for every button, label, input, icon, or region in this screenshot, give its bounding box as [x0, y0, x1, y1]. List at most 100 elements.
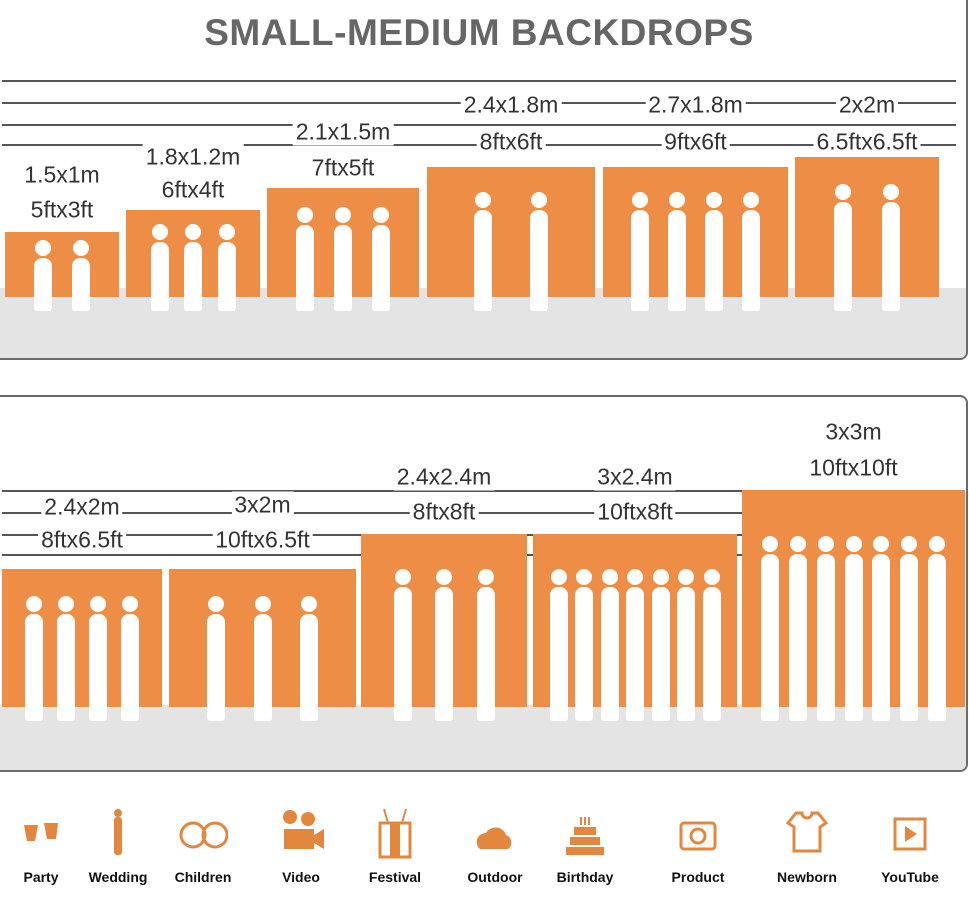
size-metric: 2.4x2m: [41, 493, 123, 521]
size-metric: 2.7x1.8m: [645, 91, 746, 119]
person-silhouette: [474, 209, 492, 311]
person-silhouette-head: [477, 569, 494, 586]
cloud-icon: [476, 827, 512, 849]
person-silhouette: [844, 554, 863, 721]
person-silhouette: [834, 202, 852, 311]
person-silhouette-head: [669, 191, 685, 208]
use-wedding: Wedding: [78, 805, 158, 885]
person-silhouette-head: [73, 240, 89, 257]
person-silhouette: [668, 209, 686, 311]
person-silhouette: [702, 587, 721, 721]
person-silhouette-head: [789, 536, 806, 553]
top-panel: SMALL-MEDIUM BACKDROPS 1.5x1m 5ftx3ft 1.8x…: [0, 0, 968, 360]
size-imperial: 7ftx5ft: [308, 154, 378, 182]
onesie-icon: [785, 811, 829, 853]
person-silhouette-head: [901, 536, 918, 553]
person-silhouette-head: [678, 569, 694, 586]
use-label: Children: [174, 869, 232, 885]
person-silhouette: [677, 587, 695, 721]
person-silhouette-head: [475, 191, 491, 208]
use-label: Party: [23, 869, 59, 885]
person-silhouette: [57, 613, 75, 721]
champagne-glasses-icon: [24, 823, 58, 855]
person-silhouette-head: [436, 569, 452, 586]
size-metric: 2.1x1.5m: [292, 118, 394, 146]
person-silhouette: [121, 613, 139, 721]
person-silhouette-head: [90, 595, 106, 612]
person-silhouette: [600, 587, 619, 721]
person-silhouette-head: [151, 223, 168, 240]
person-silhouette-head: [873, 536, 890, 553]
person-silhouette-head: [601, 569, 618, 586]
backdrop-board: [5, 232, 119, 297]
person-silhouette-head: [185, 223, 201, 240]
use-party: Party: [1, 805, 81, 885]
size-metric: 3x3m: [822, 418, 885, 446]
use-label: Festival: [368, 869, 422, 885]
size-metric: 3x2.4m: [594, 463, 676, 491]
size-metric: 3x2m: [231, 491, 294, 519]
person-silhouette-head: [35, 240, 51, 257]
person-silhouette: [928, 554, 947, 721]
couple-icon: [114, 809, 122, 855]
size-imperial: 9ftx6ft: [661, 128, 730, 156]
size-metric: 2.4x2.4m: [393, 463, 495, 491]
person-silhouette: [882, 202, 900, 311]
guide-line: [2, 80, 956, 82]
person-silhouette-head: [703, 569, 720, 586]
person-silhouette: [872, 554, 891, 721]
person-silhouette: [217, 241, 236, 311]
person-silhouette-head: [761, 536, 778, 553]
backdrop-board: [427, 167, 595, 297]
person-silhouette-head: [26, 595, 42, 612]
page-title: SMALL-MEDIUM BACKDROPS: [204, 12, 754, 53]
person-silhouette-head: [207, 595, 224, 612]
size-imperial: 8ftx8ft: [409, 498, 479, 526]
size-imperial: 10ftx6.5ft: [212, 526, 313, 554]
guide-line: [2, 490, 956, 492]
use-outdoor: Outdoor: [455, 805, 535, 885]
bottom-panel: 2.4x2m 8ftx6.5ft 3x2m 10ftx6.5ft 2.4x2.4m 8ft…: [0, 395, 968, 772]
person-silhouette: [760, 554, 779, 721]
use-festival: Festival: [355, 805, 435, 885]
person-silhouette-head: [335, 207, 351, 224]
uses-row: Party Wedding Children Video Festival Outdoor…: [0, 805, 969, 911]
person-silhouette-head: [743, 191, 759, 208]
person-silhouette-head: [835, 184, 851, 200]
person-silhouette: [296, 225, 314, 311]
person-silhouette: [900, 554, 919, 721]
person-silhouette-head: [576, 569, 592, 586]
guide-line: [2, 512, 956, 514]
use-label: Video: [282, 869, 320, 885]
person-silhouette: [253, 613, 272, 721]
person-silhouette-head: [373, 207, 389, 224]
person-silhouette-head: [817, 536, 834, 553]
use-label: Product: [671, 869, 725, 885]
use-label: Outdoor: [467, 869, 523, 885]
movie-camera-icon: [283, 810, 324, 849]
size-imperial: 10ftx8ft: [594, 498, 676, 526]
person-silhouette: [72, 258, 90, 311]
use-video: Video: [261, 805, 341, 885]
size-metric: 2.4x1.8m: [460, 91, 562, 119]
person-silhouette: [626, 587, 644, 721]
use-product: Product: [658, 805, 738, 885]
person-silhouette: [184, 241, 202, 311]
use-youtube: YouTube: [870, 805, 950, 885]
use-label: Wedding: [88, 869, 148, 885]
person-silhouette-head: [58, 595, 74, 612]
use-label: YouTube: [881, 869, 939, 885]
person-silhouette: [575, 587, 593, 721]
person-silhouette: [393, 587, 412, 721]
person-silhouette: [25, 613, 43, 721]
person-silhouette-head: [218, 223, 235, 240]
person-silhouette-head: [845, 536, 862, 553]
person-silhouette-head: [394, 569, 411, 586]
person-silhouette-head: [706, 191, 722, 208]
children-faces-icon: [179, 821, 228, 849]
person-silhouette-head: [652, 569, 669, 586]
size-imperial: 8ftx6.5ft: [38, 526, 126, 554]
person-silhouette: [631, 209, 649, 311]
person-silhouette: [206, 613, 225, 721]
gift-icon: [378, 808, 412, 859]
